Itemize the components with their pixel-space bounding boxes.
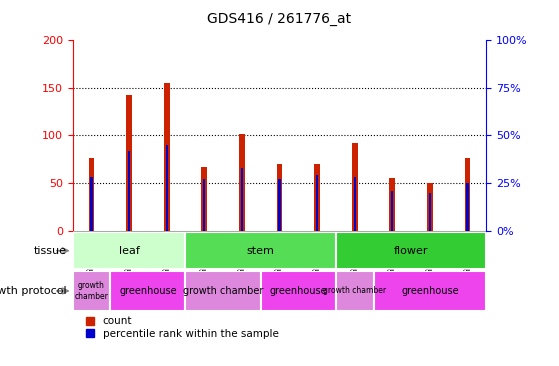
Bar xyxy=(110,271,186,311)
Bar xyxy=(128,151,130,231)
Bar xyxy=(277,164,282,231)
Bar xyxy=(354,177,356,231)
Bar xyxy=(91,177,93,231)
Bar xyxy=(429,193,431,231)
Bar xyxy=(427,183,433,231)
Text: growth chamber: growth chamber xyxy=(323,287,386,295)
Text: greenhouse: greenhouse xyxy=(401,286,459,296)
Text: greenhouse: greenhouse xyxy=(119,286,177,296)
Bar xyxy=(203,179,205,231)
Bar xyxy=(241,168,243,231)
Bar xyxy=(336,271,373,311)
Bar xyxy=(73,271,110,311)
Bar xyxy=(465,158,470,231)
Text: leaf: leaf xyxy=(119,246,140,256)
Text: greenhouse: greenhouse xyxy=(269,286,327,296)
Bar xyxy=(186,232,336,269)
Bar xyxy=(186,271,260,311)
Bar xyxy=(201,167,207,231)
Text: tissue: tissue xyxy=(34,246,67,256)
Bar xyxy=(373,271,486,311)
Bar xyxy=(336,232,486,269)
Text: flower: flower xyxy=(394,246,428,256)
Text: GDS416 / 261776_at: GDS416 / 261776_at xyxy=(207,12,352,26)
Bar xyxy=(391,191,394,231)
Bar xyxy=(390,178,395,231)
Bar xyxy=(165,145,168,231)
Bar xyxy=(126,96,132,231)
Bar xyxy=(164,83,169,231)
Bar xyxy=(73,232,186,269)
Bar xyxy=(466,183,468,231)
Bar xyxy=(314,164,320,231)
Bar xyxy=(239,134,245,231)
Text: growth protocol: growth protocol xyxy=(0,286,67,296)
Bar xyxy=(352,143,358,231)
Text: stem: stem xyxy=(247,246,274,256)
Bar xyxy=(260,271,336,311)
Legend: count, percentile rank within the sample: count, percentile rank within the sample xyxy=(86,317,279,339)
Bar xyxy=(278,179,281,231)
Text: growth
chamber: growth chamber xyxy=(74,281,108,301)
Bar xyxy=(316,175,318,231)
Text: growth chamber: growth chamber xyxy=(183,286,263,296)
Bar xyxy=(89,158,94,231)
